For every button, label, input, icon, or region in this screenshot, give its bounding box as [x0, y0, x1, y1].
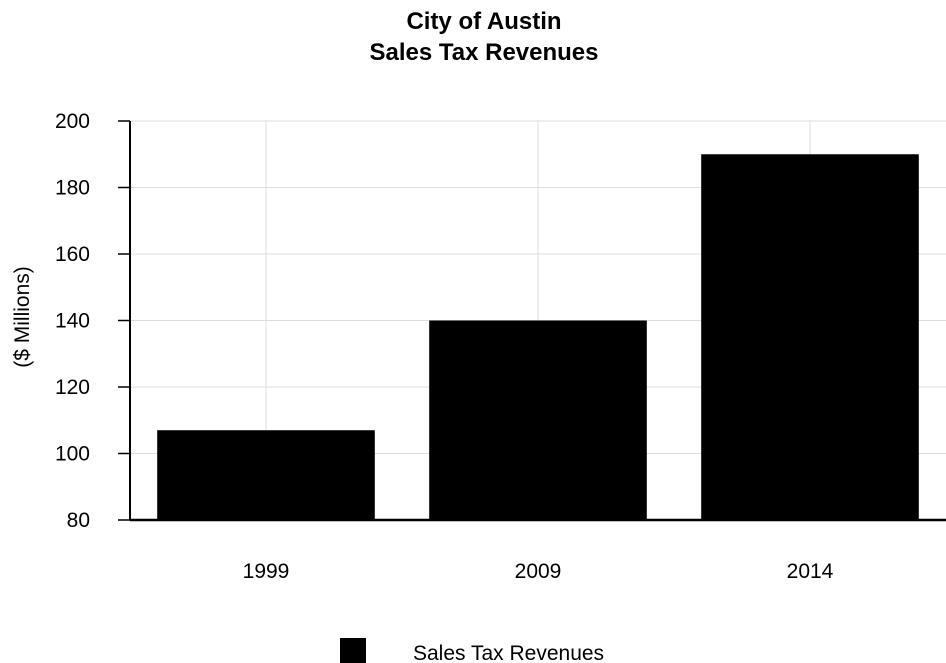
y-tick-label: 100 [55, 443, 90, 466]
y-tick-label: 180 [55, 177, 90, 200]
y-tick-label: 80 [67, 509, 90, 532]
y-tick-labels: 80 100 120 140 160 180 200 [55, 110, 90, 532]
x-tick-label: 1999 [243, 560, 290, 583]
x-tick-label: 2014 [787, 560, 834, 583]
x-tick-labels: 1999 2009 2014 [243, 560, 834, 583]
x-tick-label: 2009 [515, 560, 562, 583]
y-tick-label: 120 [55, 376, 90, 399]
bars [157, 154, 919, 520]
y-tick-label: 160 [55, 243, 90, 266]
legend-swatch [340, 638, 366, 663]
chart-title: City of Austin [406, 8, 561, 35]
legend-label: Sales Tax Revenues [413, 642, 604, 663]
y-tick-label: 140 [55, 310, 90, 333]
bar [157, 430, 375, 520]
y-axis-title: ($ Millions) [11, 266, 34, 368]
chart-subtitle: Sales Tax Revenues [369, 39, 598, 66]
y-tick-label: 200 [55, 110, 90, 133]
bar [429, 320, 647, 520]
bar [701, 154, 919, 520]
axes [118, 120, 946, 522]
legend: Sales Tax Revenues [340, 638, 604, 663]
